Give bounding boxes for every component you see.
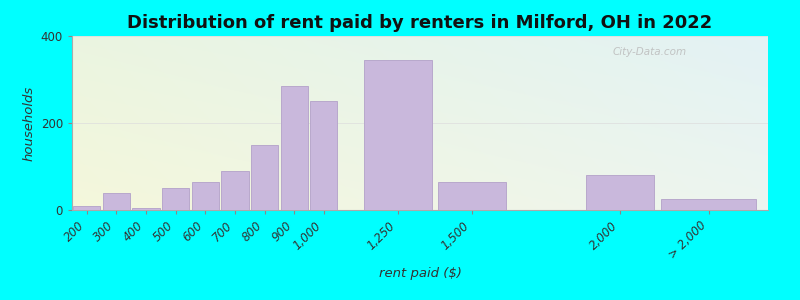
Bar	[192, 182, 219, 210]
Bar	[251, 145, 278, 210]
Bar	[586, 175, 654, 210]
Text: City-Data.com: City-Data.com	[613, 47, 686, 57]
Bar	[103, 193, 130, 210]
Bar	[222, 171, 249, 210]
Bar	[661, 199, 757, 210]
Bar	[133, 208, 160, 210]
Bar	[364, 60, 432, 210]
Bar	[281, 86, 308, 210]
Title: Distribution of rent paid by renters in Milford, OH in 2022: Distribution of rent paid by renters in …	[127, 14, 713, 32]
Bar	[73, 206, 101, 210]
Bar	[438, 182, 506, 210]
X-axis label: rent paid ($): rent paid ($)	[378, 267, 462, 280]
Y-axis label: households: households	[22, 85, 35, 160]
Bar	[310, 101, 338, 210]
Bar	[162, 188, 190, 210]
